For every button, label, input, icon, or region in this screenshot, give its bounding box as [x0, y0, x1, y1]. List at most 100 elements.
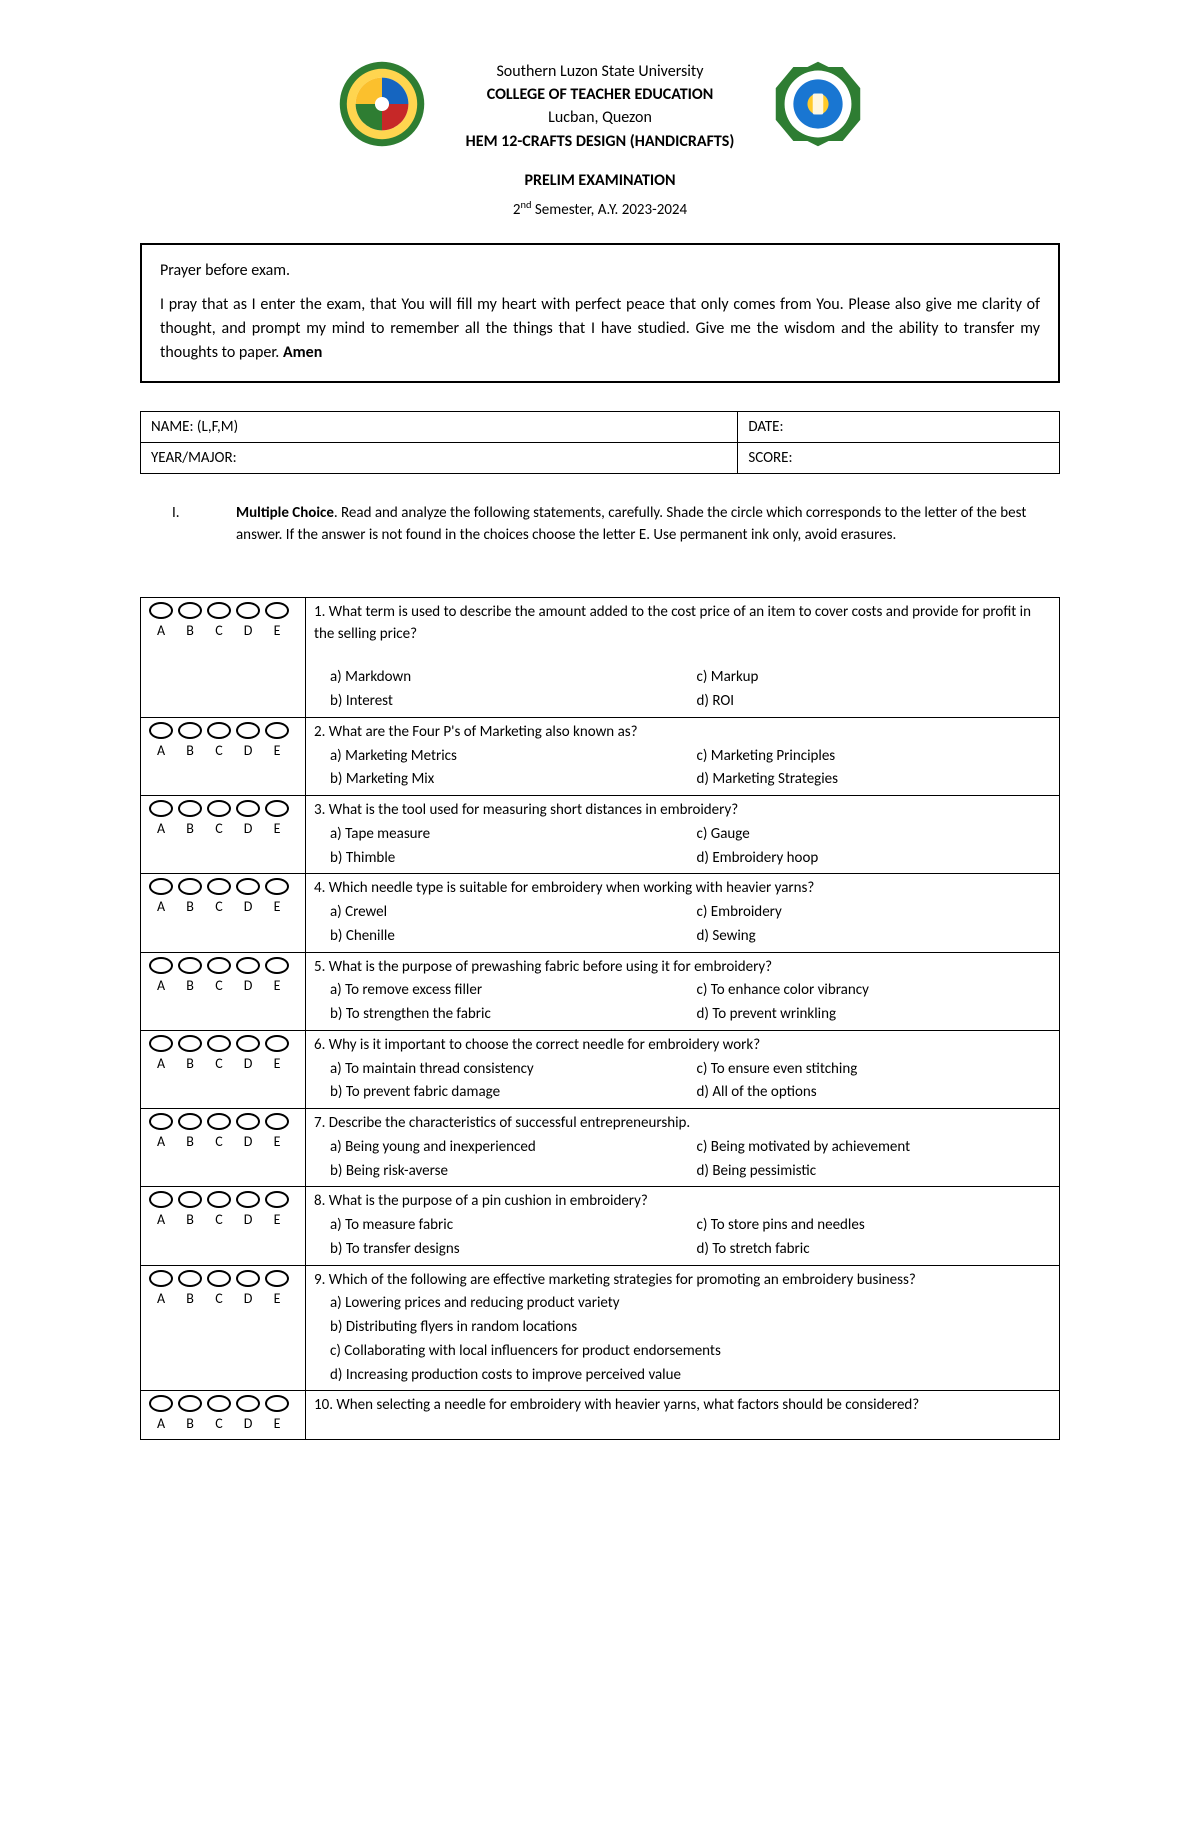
answer-bubble[interactable]	[236, 1113, 260, 1130]
bubble-letter: B	[178, 621, 202, 641]
date-cell: DATE:	[738, 411, 1060, 442]
letter-row: ABCDE	[149, 819, 299, 839]
letter-row: ABCDE	[149, 976, 299, 996]
year-cell: YEAR/MAJOR:	[141, 442, 738, 473]
bubble-letter: E	[265, 976, 289, 996]
answer-bubble[interactable]	[149, 1395, 173, 1412]
answer-bubble[interactable]	[265, 602, 289, 619]
bubble-letter: A	[149, 897, 173, 917]
answer-bubble[interactable]	[178, 602, 202, 619]
answer-bubble[interactable]	[149, 1270, 173, 1287]
letter-row: ABCDE	[149, 1414, 299, 1434]
question-text: 8. What is the purpose of a pin cushion …	[314, 1191, 1051, 1213]
bubble-row	[149, 1113, 299, 1130]
option-text: d) Sewing	[697, 926, 1052, 948]
exam-title: PRELIM EXAMINATION	[140, 171, 1060, 190]
answer-bubble[interactable]	[149, 602, 173, 619]
answer-bubble[interactable]	[207, 957, 231, 974]
answer-bubble[interactable]	[178, 1395, 202, 1412]
answer-bubble[interactable]	[207, 602, 231, 619]
bubble-row	[149, 602, 299, 619]
option-text: c) Embroidery	[697, 902, 1052, 924]
answer-bubble[interactable]	[149, 800, 173, 817]
option-text: d) All of the options	[697, 1082, 1052, 1104]
answer-bubble[interactable]	[207, 722, 231, 739]
answer-bubble[interactable]	[178, 957, 202, 974]
answer-bubble[interactable]	[236, 1035, 260, 1052]
question-row: ABCDE6. Why is it important to choose th…	[141, 1030, 1060, 1108]
answer-bubble[interactable]	[207, 1270, 231, 1287]
question-cell: 6. Why is it important to choose the cor…	[306, 1030, 1060, 1108]
letter-row: ABCDE	[149, 1132, 299, 1152]
answer-bubble[interactable]	[178, 1191, 202, 1208]
answer-bubble[interactable]	[265, 878, 289, 895]
answer-bubble[interactable]	[236, 722, 260, 739]
answer-bubble[interactable]	[207, 1035, 231, 1052]
answer-bubble[interactable]	[149, 1035, 173, 1052]
option-text: c) To store pins and needles	[697, 1215, 1052, 1237]
options-grid: a) To measure fabric c) To store pins and…	[314, 1215, 1051, 1261]
answer-bubble[interactable]	[178, 1270, 202, 1287]
answer-bubble[interactable]	[178, 1035, 202, 1052]
question-text: 5. What is the purpose of prewashing fab…	[314, 957, 1051, 979]
answer-bubble[interactable]	[265, 1113, 289, 1130]
option-text: a) To measure fabric	[330, 1215, 685, 1237]
bubble-cell: ABCDE	[141, 874, 306, 952]
answer-bubble[interactable]	[178, 878, 202, 895]
answer-bubble[interactable]	[265, 1395, 289, 1412]
location: Lucban, Quezon	[466, 106, 735, 129]
answer-bubble[interactable]	[178, 722, 202, 739]
answer-bubble[interactable]	[178, 800, 202, 817]
table-row: YEAR/MAJOR: SCORE:	[141, 442, 1060, 473]
bubble-letter: E	[265, 819, 289, 839]
answer-bubble[interactable]	[207, 1395, 231, 1412]
bubble-letter: D	[236, 741, 260, 761]
bubble-letter: B	[178, 976, 202, 996]
bubble-cell: ABCDE	[141, 1391, 306, 1439]
answer-bubble[interactable]	[236, 800, 260, 817]
answer-bubble[interactable]	[236, 602, 260, 619]
question-row: ABCDE 3. What is the tool used for measur…	[141, 796, 1060, 874]
answer-bubble[interactable]	[236, 1270, 260, 1287]
answer-bubble[interactable]	[178, 1113, 202, 1130]
question-row: ABCDE1. What term is used to describe th…	[141, 597, 1060, 717]
answer-bubble[interactable]	[236, 1191, 260, 1208]
answer-bubble[interactable]	[236, 1395, 260, 1412]
answer-bubble[interactable]	[265, 1035, 289, 1052]
answer-bubble[interactable]	[265, 1270, 289, 1287]
question-row: ABCDE7. Describe the characteristics of …	[141, 1109, 1060, 1187]
answer-bubble[interactable]	[265, 800, 289, 817]
answer-bubble[interactable]	[236, 957, 260, 974]
question-text: 3. What is the tool used for measuring s…	[314, 800, 1051, 822]
question-text: 10. When selecting a needle for embroide…	[314, 1395, 1051, 1417]
answer-bubble[interactable]	[149, 957, 173, 974]
bubble-letter: C	[207, 1210, 231, 1230]
bubble-letter: C	[207, 1289, 231, 1309]
answer-bubble[interactable]	[207, 878, 231, 895]
option-text: d) Increasing production costs to improv…	[330, 1365, 1051, 1387]
bubble-letter: A	[149, 1414, 173, 1434]
option-text: a) Crewel	[330, 902, 685, 924]
answer-bubble[interactable]	[265, 722, 289, 739]
options-grid: a) Markdownc) Markupb) Interestd) ROI	[314, 667, 1051, 713]
bubble-row	[149, 1035, 299, 1052]
prayer-body: I pray that as I enter the exam, that Yo…	[160, 293, 1040, 365]
question-text: 1. What term is used to describe the amo…	[314, 602, 1051, 646]
option-text: a) Marketing Metrics	[330, 746, 685, 768]
option-text: b) Thimble	[330, 848, 685, 870]
answer-bubble[interactable]	[265, 957, 289, 974]
question-text: 6. Why is it important to choose the cor…	[314, 1035, 1051, 1057]
answer-bubble[interactable]	[149, 1113, 173, 1130]
answer-bubble[interactable]	[265, 1191, 289, 1208]
answer-bubble[interactable]	[207, 800, 231, 817]
answer-bubble[interactable]	[149, 878, 173, 895]
answer-bubble[interactable]	[207, 1191, 231, 1208]
option-text: b) Chenille	[330, 926, 685, 948]
answer-bubble[interactable]	[149, 1191, 173, 1208]
bubble-letter: B	[178, 1289, 202, 1309]
question-text: 2. What are the Four P's of Marketing al…	[314, 722, 1051, 744]
answer-bubble[interactable]	[207, 1113, 231, 1130]
answer-bubble[interactable]	[236, 878, 260, 895]
bubble-letter: C	[207, 1054, 231, 1074]
answer-bubble[interactable]	[149, 722, 173, 739]
